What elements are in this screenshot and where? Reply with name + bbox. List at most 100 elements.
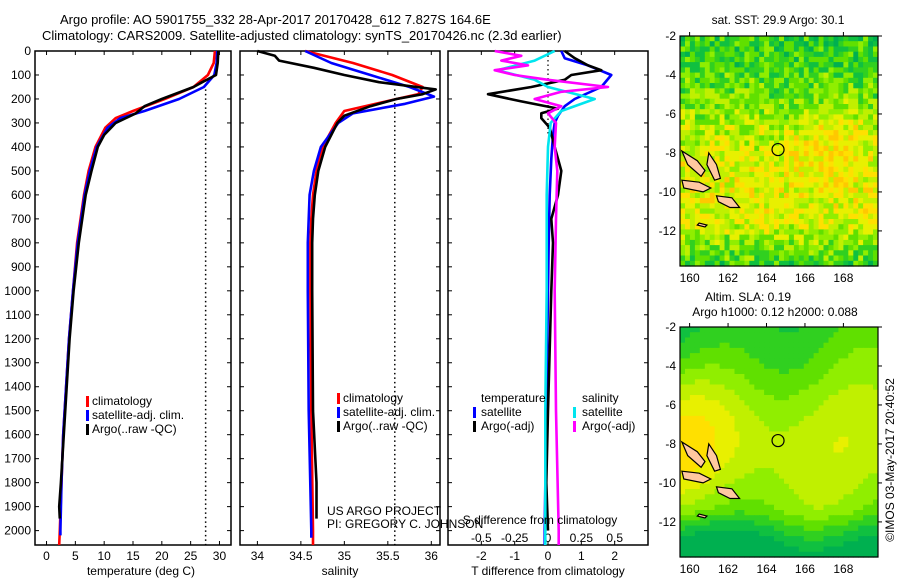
- heatmap-cell: [863, 546, 869, 553]
- heatmap-cell: [798, 98, 805, 105]
- heatmap-cell: [774, 88, 780, 95]
- heatmap-cell: [759, 530, 765, 537]
- heatmap-cell: [808, 405, 815, 412]
- heatmap-cell: [858, 447, 864, 453]
- heatmap-cell: [843, 457, 849, 464]
- heatmap-cell: [744, 213, 750, 220]
- heatmap-cell: [724, 140, 730, 147]
- heatmap-cell: [744, 171, 750, 178]
- heatmap-cell: [694, 400, 701, 406]
- heatmap-cell: [704, 384, 711, 391]
- heatmap-cell: [843, 462, 849, 469]
- heatmap-cell: [784, 62, 790, 68]
- heatmap-cell: [685, 219, 691, 225]
- heatmap-cell: [813, 62, 820, 68]
- heatmap-cell: [838, 140, 844, 147]
- heatmap-cell: [734, 384, 740, 391]
- heatmap-cell: [858, 494, 864, 501]
- heatmap-cell: [714, 447, 721, 453]
- heatmap-cell: [828, 363, 834, 370]
- heatmap-cell: [724, 161, 730, 168]
- heatmap-cell: [873, 405, 879, 412]
- heatmap-cell: [694, 62, 701, 68]
- heatmap-cell: [858, 400, 864, 406]
- heatmap-cell: [848, 536, 854, 542]
- heatmap-cell: [828, 140, 834, 147]
- heatmap-cell: [803, 400, 810, 406]
- heatmap-cell: [793, 67, 800, 74]
- heatmap-cell: [823, 36, 829, 42]
- heatmap-cell: [808, 499, 815, 506]
- heatmap-cell: [764, 250, 770, 257]
- heatmap-cell: [764, 421, 770, 427]
- heatmap-cell: [739, 353, 745, 359]
- heatmap-cell: [853, 140, 859, 147]
- x-tick-label: 162: [718, 271, 738, 285]
- heatmap-cell: [759, 384, 765, 391]
- heatmap-cell: [759, 46, 765, 53]
- heatmap-cell: [714, 93, 721, 100]
- heatmap-cell: [808, 431, 815, 438]
- heatmap-cell: [694, 72, 701, 79]
- heatmap-cell: [754, 114, 760, 121]
- heatmap-cell: [704, 36, 711, 42]
- heatmap-cell: [689, 67, 696, 74]
- heatmap-cell: [813, 260, 820, 267]
- heatmap-cell: [784, 478, 790, 485]
- heatmap-cell: [784, 510, 790, 516]
- heatmap-cell: [744, 358, 750, 365]
- heatmap-cell: [694, 151, 701, 157]
- heatmap-cell: [779, 83, 785, 89]
- heatmap-cell: [803, 104, 810, 110]
- heatmap-cell: [689, 62, 696, 68]
- heatmap-cell: [838, 389, 844, 396]
- heatmap-cell: [873, 426, 879, 433]
- heatmap-cell: [734, 374, 740, 380]
- heatmap-cell: [843, 410, 849, 417]
- heatmap-cell: [793, 109, 800, 115]
- heatmap-cell: [833, 473, 839, 480]
- heatmap-cell: [685, 525, 691, 532]
- heatmap-cell: [719, 140, 726, 147]
- heatmap-cell: [798, 229, 805, 236]
- heatmap-cell: [788, 239, 795, 246]
- heatmap-cell: [828, 62, 834, 68]
- heatmap-cell: [838, 135, 844, 142]
- heatmap-cell: [823, 41, 829, 47]
- heatmap-cell: [699, 177, 706, 183]
- heatmap-cell: [749, 255, 755, 262]
- heatmap-cell: [694, 203, 701, 210]
- heatmap-cell: [729, 77, 735, 84]
- heatmap-cell: [838, 151, 844, 157]
- heatmap-cell: [694, 389, 701, 396]
- heatmap-cell: [798, 510, 805, 516]
- heatmap-cell: [749, 358, 755, 365]
- heatmap-cell: [818, 530, 825, 537]
- heatmap-cell: [793, 245, 800, 251]
- heatmap-cell: [694, 536, 701, 542]
- heatmap-cell: [685, 462, 691, 469]
- heatmap-cell: [744, 260, 750, 267]
- heatmap-cell: [784, 124, 790, 131]
- heatmap-cell: [808, 140, 815, 147]
- heatmap-cell: [774, 358, 780, 365]
- heatmap-cell: [873, 145, 879, 152]
- heatmap-cell: [739, 130, 745, 136]
- heatmap-cell: [764, 171, 770, 178]
- heatmap-cell: [798, 135, 805, 142]
- heatmap-cell: [759, 421, 765, 427]
- heatmap-cell: [788, 83, 795, 89]
- heatmap-cell: [734, 379, 740, 386]
- heatmap-cell: [759, 166, 765, 173]
- heatmap-cell: [838, 494, 844, 501]
- heatmap-cell: [764, 337, 770, 344]
- heatmap-cell: [734, 260, 740, 267]
- heatmap-cell: [744, 379, 750, 386]
- heatmap-cell: [724, 98, 730, 105]
- heatmap-cell: [744, 551, 750, 558]
- heatmap-cell: [823, 224, 829, 230]
- heatmap-cell: [823, 442, 829, 448]
- heatmap-cell: [759, 51, 765, 58]
- heatmap-cell: [843, 494, 849, 501]
